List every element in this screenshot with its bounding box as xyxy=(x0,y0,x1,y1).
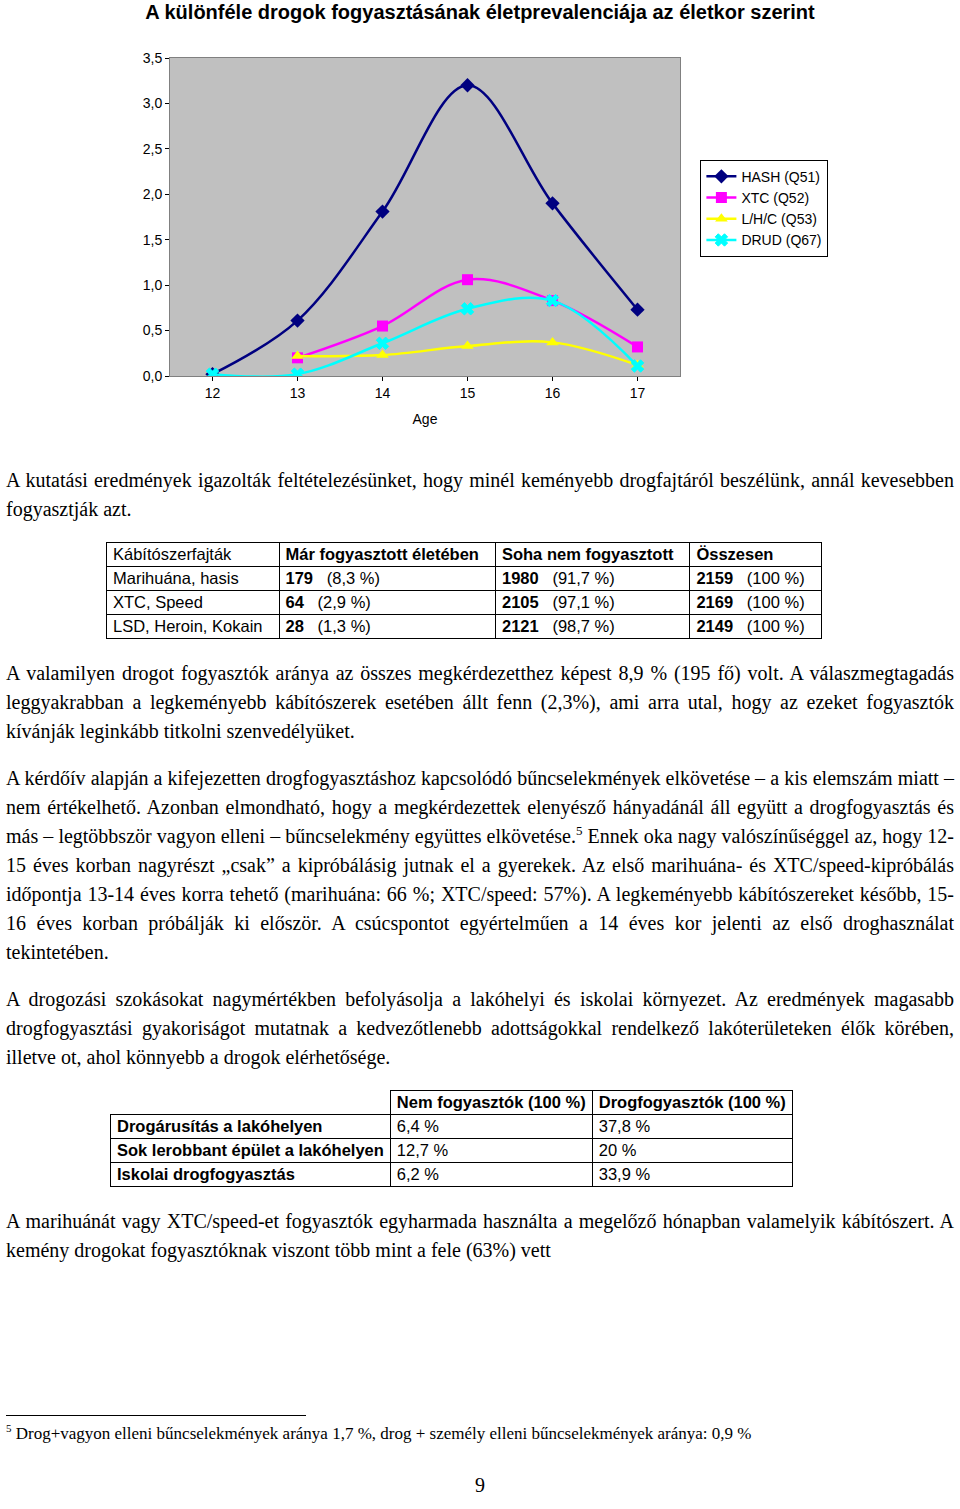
svg-text:16: 16 xyxy=(545,385,561,401)
svg-text:XTC (Q52): XTC (Q52) xyxy=(741,190,809,206)
html-text:Kábítószerfajták: Kábítószerfajták xyxy=(113,545,232,563)
html-text:XTC, Speed: XTC, Speed xyxy=(113,593,203,611)
html-text:2121 (98,7 %): 2121 (98,7 %) xyxy=(502,617,615,635)
html-text:1980 (91,7 %): 1980 (91,7 %) xyxy=(502,569,615,587)
html-text:Drogárusítás a lakóhelyen: Drogárusítás a lakóhelyen xyxy=(117,1117,323,1135)
svg-text:0,0: 0,0 xyxy=(143,368,163,384)
html-text:Iskolai drogfogyasztás: Iskolai drogfogyasztás xyxy=(117,1165,295,1183)
svg-text:HASH (Q51): HASH (Q51) xyxy=(741,169,820,185)
svg-text:1,0: 1,0 xyxy=(143,277,163,293)
html-text:Nem fogyasztók (100 %): Nem fogyasztók (100 %) xyxy=(396,1093,586,1111)
svg-text:2,5: 2,5 xyxy=(143,141,163,157)
html-text:Marihuána, hasis: Marihuána, hasis xyxy=(113,569,239,587)
html-text:28 (1,3 %): 28 (1,3 %) xyxy=(285,617,371,635)
html-text:37,8 %: 37,8 % xyxy=(598,1117,651,1135)
html-text:2105 (97,1 %): 2105 (97,1 %) xyxy=(502,593,615,611)
svg-text:DRUD (Q67): DRUD (Q67) xyxy=(741,232,821,248)
html-text:2169 (100 %): 2169 (100 %) xyxy=(696,593,805,611)
html-text:20 %: 20 % xyxy=(598,1141,637,1159)
html-text:6,2 %: 6,2 % xyxy=(396,1165,439,1183)
html-text:LSD, Heroin, Kokain: LSD, Heroin, Kokain xyxy=(113,617,263,635)
svg-text:3,0: 3,0 xyxy=(143,95,163,111)
html-text:A drogozási szokásokat nagymér: A drogozási szokásokat nagymértékben bef… xyxy=(6,988,954,1068)
html-text:5Drog+vagyon elleni bűncselekm: 5Drog+vagyon elleni bűncselekmények arán… xyxy=(6,1422,752,1443)
html-text:Soha nem fogyasztott: Soha nem fogyasztott xyxy=(502,545,674,563)
svg-text:0,5: 0,5 xyxy=(143,322,163,338)
svg-text:12: 12 xyxy=(205,385,221,401)
html-text:A kérdőív alapján a kifejezett: A kérdőív alapján a kifejezetten drogfog… xyxy=(6,767,954,963)
svg-text:14: 14 xyxy=(375,385,391,401)
svg-text:15: 15 xyxy=(460,385,476,401)
html-text:Már fogyasztott életében: Már fogyasztott életében xyxy=(285,545,479,563)
html-text:33,9 %: 33,9 % xyxy=(598,1165,651,1183)
svg-text:Age: Age xyxy=(413,411,438,427)
html-text:179 (8,3 %): 179 (8,3 %) xyxy=(285,569,380,587)
svg-text:3,5: 3,5 xyxy=(143,50,163,66)
html-text:Sok lerobbant épület a lakóhel: Sok lerobbant épület a lakóhelyen xyxy=(117,1141,384,1159)
svg-text:A különféle drogok fogyasztásá: A különféle drogok fogyasztásának életpr… xyxy=(145,1,815,23)
html-text:12,7 %: 12,7 % xyxy=(396,1141,449,1159)
svg-text:17: 17 xyxy=(630,385,646,401)
html-text:6,4 %: 6,4 % xyxy=(396,1117,439,1135)
html-text:Drogfogyasztók (100 %): Drogfogyasztók (100 %) xyxy=(598,1093,786,1111)
html-text:Összesen: Összesen xyxy=(696,545,774,563)
html-text:A valamilyen drogot fogyasztók: A valamilyen drogot fogyasztók aránya az… xyxy=(6,662,954,742)
html-text:64 (2,9 %): 64 (2,9 %) xyxy=(285,593,371,611)
html-text:A marihuánát vagy XTC/speed-et: A marihuánát vagy XTC/speed-et fogyasztó… xyxy=(6,1210,954,1261)
svg-text:L/H/C (Q53): L/H/C (Q53) xyxy=(741,211,816,227)
html-text:2159 (100 %): 2159 (100 %) xyxy=(696,569,805,587)
svg-text:1,5: 1,5 xyxy=(143,232,163,248)
html-text:2149 (100 %): 2149 (100 %) xyxy=(696,617,805,635)
svg-text:2,0: 2,0 xyxy=(143,186,163,202)
svg-text:13: 13 xyxy=(290,385,306,401)
html-text:9: 9 xyxy=(475,1474,485,1496)
html-text:A kutatási eredmények igazoltá: A kutatási eredmények igazolták feltétel… xyxy=(6,469,954,520)
